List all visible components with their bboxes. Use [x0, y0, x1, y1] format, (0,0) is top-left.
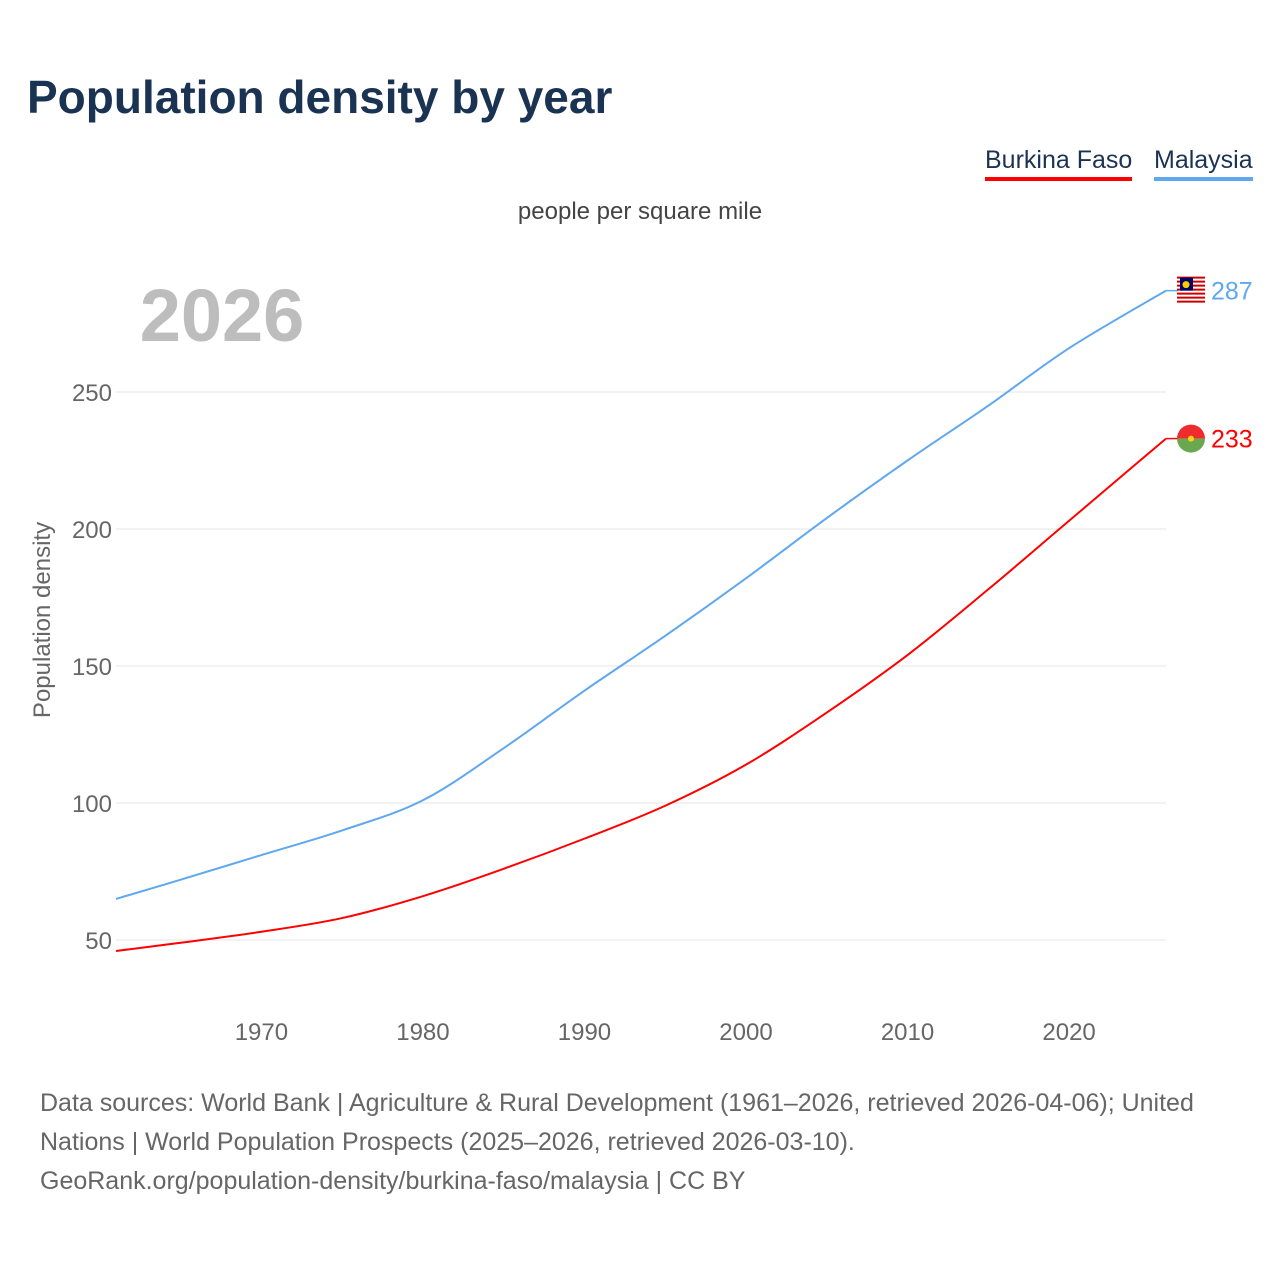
source-link[interactable]: GeoRank.org/population-density/burkina-f… — [40, 1167, 746, 1195]
y-tick-label: 50 — [85, 928, 112, 955]
end-value-label-burkina-faso: 233 — [1211, 426, 1253, 454]
flag-stripe — [1177, 300, 1205, 303]
flag-stripe — [1177, 292, 1205, 295]
y-tick-label: 100 — [72, 791, 112, 818]
footer: Data sources: World Bank | Agriculture &… — [40, 1084, 1250, 1201]
data-sources: Data sources: World Bank | Agriculture &… — [40, 1089, 1194, 1156]
y-tick-label: 150 — [72, 654, 112, 681]
year-watermark: 2026 — [140, 274, 305, 357]
chart-subtitle: people per square mile — [517, 198, 763, 225]
y-tick-label: 200 — [72, 517, 112, 544]
flag-stripe — [1177, 424, 1205, 439]
flag-burkina-faso-icon — [1177, 424, 1205, 453]
flag-malaysia-icon — [1177, 276, 1205, 303]
flag-stripe — [1177, 438, 1205, 453]
x-tick-label: 1980 — [396, 1019, 449, 1046]
x-tick-label: 1990 — [558, 1019, 611, 1046]
flag-star — [1188, 435, 1194, 442]
flag-crescent — [1182, 281, 1190, 289]
x-tick-label: 2000 — [719, 1019, 772, 1046]
y-axis-label: Population density — [29, 522, 56, 718]
series-line-burkina-faso — [115, 437, 1167, 952]
x-tick-label: 2010 — [881, 1019, 934, 1046]
legend-item-burkina-faso[interactable]: Burkina Faso — [985, 146, 1133, 181]
series-line-malaysia — [115, 289, 1167, 900]
x-tick-label: 2020 — [1042, 1019, 1095, 1046]
chart-title: Population density by year — [27, 71, 613, 123]
x-tick-label: 1970 — [235, 1019, 288, 1046]
end-value-label-malaysia: 287 — [1211, 278, 1253, 306]
y-tick-label: 250 — [72, 380, 112, 407]
legend-item-malaysia[interactable]: Malaysia — [1154, 146, 1253, 181]
flag-stripe — [1177, 296, 1205, 299]
